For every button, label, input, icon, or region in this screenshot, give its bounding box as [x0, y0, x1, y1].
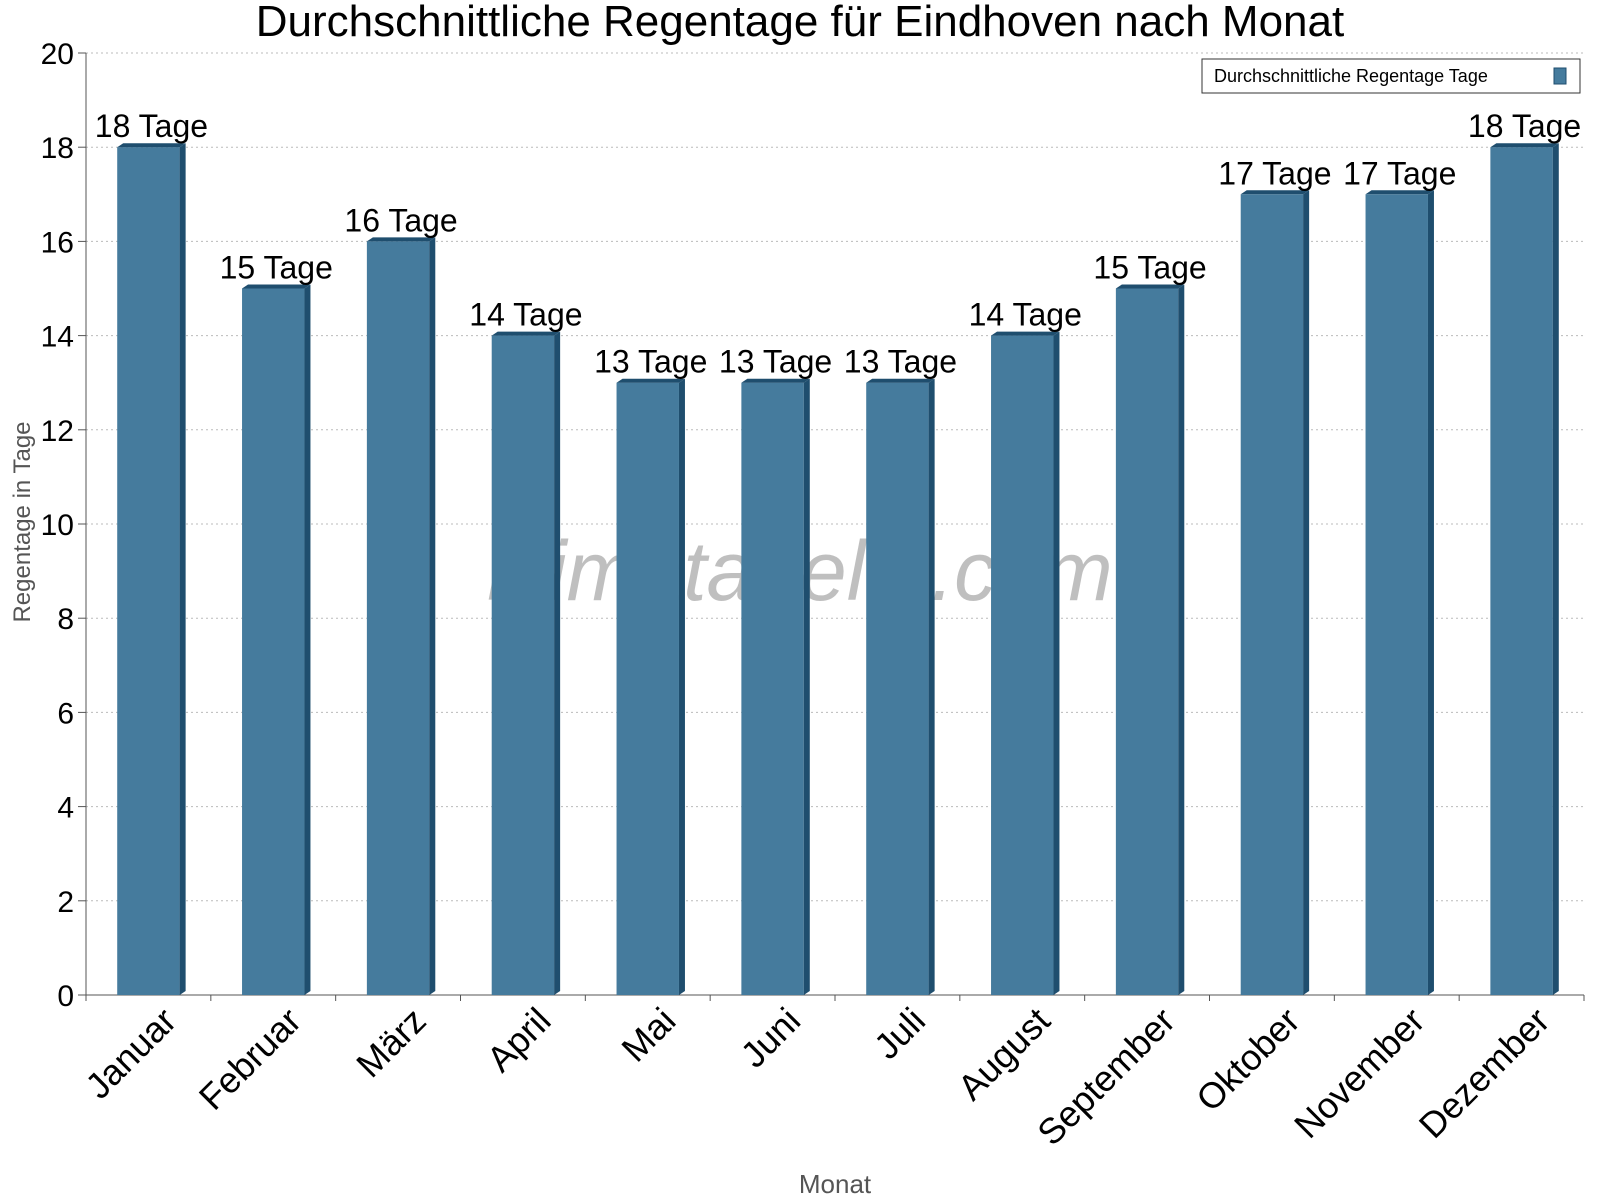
- x-tick-label: April: [479, 1000, 559, 1080]
- bar-top: [1240, 190, 1310, 195]
- x-tick-label: September: [1029, 1000, 1183, 1154]
- bar-top: [1365, 190, 1434, 195]
- value-label: 15 Tage: [1093, 250, 1206, 286]
- x-tick-label: Februar: [191, 1000, 309, 1118]
- bar: [491, 335, 555, 996]
- bar: [1115, 288, 1179, 995]
- value-label: 16 Tage: [344, 202, 457, 238]
- bar-side: [1303, 190, 1310, 996]
- bar: [1490, 147, 1553, 995]
- bar: [1365, 194, 1428, 996]
- bar-side: [1178, 284, 1185, 995]
- bar-side: [304, 284, 311, 995]
- value-label: 13 Tage: [844, 344, 957, 380]
- bar-side: [1427, 190, 1434, 996]
- value-label: 13 Tage: [719, 344, 832, 380]
- y-tick-label: 4: [57, 792, 74, 825]
- y-tick-label: 2: [57, 886, 74, 919]
- bar: [991, 335, 1054, 996]
- legend-swatch: [1553, 67, 1567, 85]
- y-axis-label: Regentage in Tage: [9, 421, 36, 622]
- bar-top: [366, 237, 436, 242]
- bar-top: [616, 378, 685, 383]
- y-tick-label: 20: [41, 38, 74, 71]
- x-tick-label: Dezember: [1411, 1000, 1557, 1146]
- y-tick-label: 8: [57, 603, 74, 636]
- bar: [1240, 194, 1304, 996]
- x-tick-label: Juli: [866, 1000, 933, 1067]
- bar-top: [991, 331, 1060, 336]
- bar-top: [117, 143, 186, 148]
- chart-title: Durchschnittliche Regentage für Eindhove…: [256, 0, 1344, 46]
- bar-side: [678, 378, 685, 995]
- bar-top: [1115, 284, 1185, 289]
- y-tick-label: 6: [57, 697, 74, 730]
- y-tick-label: 18: [41, 132, 74, 165]
- bar: [242, 288, 305, 995]
- value-label: 18 Tage: [1468, 108, 1581, 144]
- legend: Durchschnittliche Regentage Tage: [1201, 58, 1581, 94]
- bar-side: [928, 378, 935, 995]
- x-tick-label: Oktober: [1188, 1000, 1308, 1120]
- bar-top: [741, 378, 810, 383]
- y-tick-label: 16: [41, 226, 74, 259]
- value-label: 14 Tage: [469, 297, 582, 333]
- bar-side: [803, 378, 810, 995]
- bar: [616, 382, 679, 995]
- x-tick-label: Mai: [613, 1000, 683, 1070]
- value-label: 18 Tage: [95, 108, 208, 144]
- bar-top: [1490, 143, 1559, 148]
- bar-side: [554, 331, 561, 996]
- bar-top: [866, 378, 935, 383]
- bar-side: [179, 143, 186, 995]
- bar-side: [1552, 143, 1559, 995]
- bar-top: [491, 331, 561, 336]
- value-label: 13 Tage: [594, 344, 707, 380]
- value-label: 17 Tage: [1218, 155, 1331, 191]
- value-label: 15 Tage: [220, 250, 333, 286]
- bar-side: [429, 237, 436, 995]
- value-label: 17 Tage: [1343, 155, 1456, 191]
- bar: [741, 382, 804, 995]
- legend-label: Durchschnittliche Regentage Tage: [1214, 66, 1488, 86]
- y-tick-label: 12: [41, 415, 74, 448]
- x-tick-label: Juni: [733, 1000, 809, 1076]
- y-tick-label: 0: [57, 980, 74, 1013]
- x-tick-label: August: [950, 1000, 1058, 1108]
- value-label: 14 Tage: [969, 297, 1082, 333]
- bar-side: [1053, 331, 1060, 996]
- y-tick-label: 10: [41, 509, 74, 542]
- legend-box: [1201, 58, 1581, 94]
- bar: [117, 147, 180, 995]
- x-tick-label: Januar: [77, 1000, 184, 1107]
- bar: [866, 382, 929, 995]
- y-tick-label: 14: [41, 321, 74, 354]
- bar: [366, 241, 430, 995]
- x-axis-label: Monat: [799, 1169, 872, 1199]
- x-tick-label: März: [348, 1000, 434, 1086]
- x-tick-label: November: [1286, 1000, 1432, 1146]
- bar-top: [242, 284, 311, 289]
